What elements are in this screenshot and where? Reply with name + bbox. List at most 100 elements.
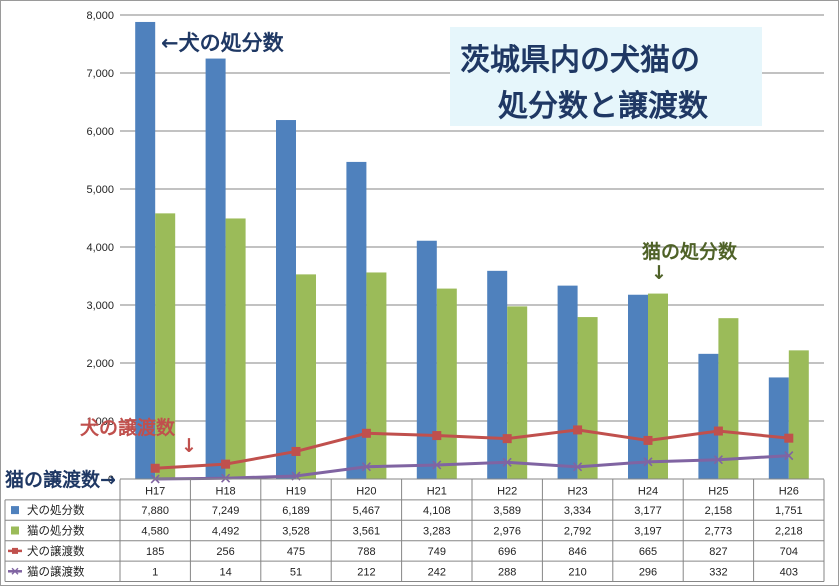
data-table-cell: 332 [709,566,727,578]
bar [366,272,387,479]
data-table-cell: 1 [152,566,158,578]
data-table-cell: 2,158 [705,505,733,517]
data-point [432,431,442,441]
data-point [713,455,723,465]
data-point [573,425,583,435]
bar [648,293,668,479]
bar [628,294,648,479]
data-table-cell: 288 [498,566,516,578]
data-table-cell: 210 [568,566,586,578]
x-tick-label: H18 [216,486,236,498]
x-tick-label: H22 [497,486,517,498]
legend-entry: 猫の譲渡数 [27,564,85,578]
data-table-cell: 2,218 [775,526,803,538]
data-point [643,457,653,467]
bar [788,350,809,479]
legend-key [12,547,18,554]
bar [276,120,296,480]
data-table-cell: 7,880 [141,505,169,517]
annotation-cat-disposal: 猫の処分数 [642,241,738,263]
y-tick-label: 4,000 [86,242,114,254]
data-point [502,457,512,467]
data-table-cell: 3,197 [634,526,662,538]
data-table-cell: 846 [568,546,586,558]
title-box: 茨城県内の犬猫の 処分数と譲渡数 [450,27,762,126]
data-point [784,433,794,443]
data-table-cell: 296 [639,566,657,578]
chart-title-line-2: 処分数と譲渡数 [498,89,708,124]
legend-entry: 猫の処分数 [27,524,85,538]
bar [225,218,246,480]
y-tick-label: 2,000 [86,358,114,370]
data-point [361,462,371,472]
series-line [155,454,789,481]
data-table-cell: 14 [219,566,231,578]
bar [698,353,719,479]
x-tick-label: H19 [286,486,306,498]
series-line [155,428,789,470]
data-table-cell: 5,467 [353,505,381,517]
x-tick-label: H24 [638,486,658,498]
data-table-cell: 3,177 [634,505,662,517]
x-tick-label: H21 [427,486,447,498]
data-table-cell: 3,561 [353,526,381,538]
data-point [361,428,371,438]
data-point [643,435,653,445]
data-table-cell: 4,492 [212,526,240,538]
data-table-cell: 827 [709,546,727,558]
data-table-cell: 475 [287,546,305,558]
bar [416,240,437,479]
annotation-cat-transfer: 猫の譲渡数→ [5,469,116,491]
bar [577,317,598,479]
legend-key [11,506,19,515]
bar [557,285,578,479]
data-point [502,434,512,444]
data-point [713,426,723,436]
chart-title-line-1: 茨城県内の犬猫の [460,43,700,78]
data-point [221,473,231,483]
data-table-cell: 256 [216,546,234,558]
data-table-cell: 2,773 [705,526,733,538]
data-table-cell: 788 [357,546,375,558]
down-arrow-icon: ↓ [181,435,197,457]
data-table-cell: 212 [357,566,375,578]
legend-key [11,526,19,535]
x-tick-label: H25 [708,486,728,498]
annotation-dog-disposal: ←犬の処分数 [161,31,284,55]
data-table-cell: 3,283 [423,526,451,538]
x-tick-label: H26 [779,486,799,498]
data-table-cell: 6,189 [282,505,310,517]
data-point [784,451,794,461]
data-table-cell: 3,334 [564,505,592,517]
y-tick-label: 0 [108,474,114,486]
data-table-cell: 2,976 [493,526,521,538]
x-tick-label: H17 [145,486,165,498]
x-tick-label: H23 [568,486,588,498]
y-tick-label: 5,000 [86,184,114,196]
down-arrow-icon: ↓ [651,262,667,284]
data-table-cell: 2,792 [564,526,592,538]
data-table-cell: 749 [428,546,446,558]
annotation-dog-transfer: 犬の譲渡数 [80,417,176,439]
bar [436,288,457,479]
y-tick-label: 7,000 [86,68,114,80]
y-tick-label: 8,000 [86,10,114,22]
bar [487,270,508,479]
data-table-cell: 7,249 [212,505,240,517]
bar [296,274,316,479]
data-point [221,459,231,469]
data-point [432,460,442,470]
data-table-cell: 185 [146,546,164,558]
bar [507,306,528,479]
data-table-cell: 4,108 [423,505,451,517]
data-table-cell: 3,528 [282,526,310,538]
bar [155,213,176,480]
bar [346,161,367,479]
data-table-cell: 665 [639,546,657,558]
legend-key [11,567,19,575]
x-tick-label: H20 [356,486,376,498]
y-tick-label: 1,000 [86,416,114,428]
data-table-cell: 696 [498,546,516,558]
